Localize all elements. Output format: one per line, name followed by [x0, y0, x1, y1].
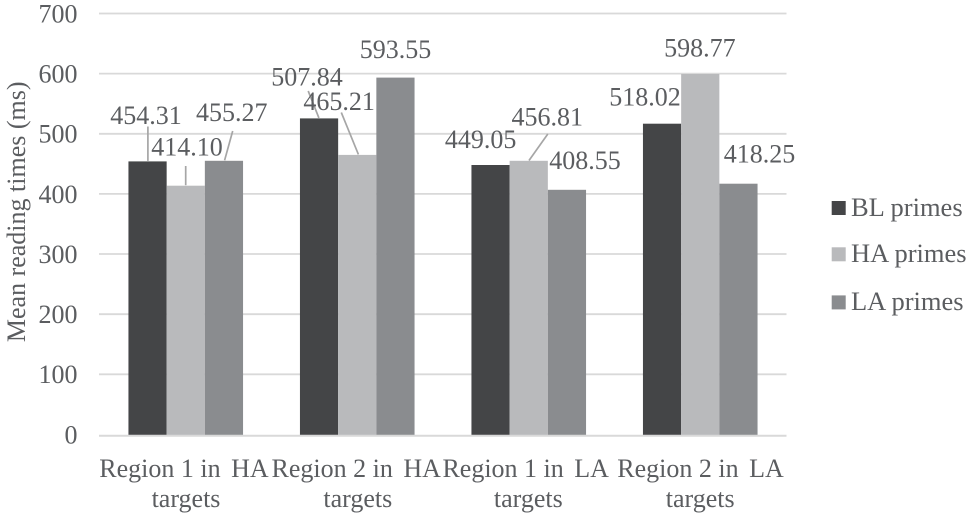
- svg-text:targets: targets: [152, 484, 221, 513]
- svg-text:targets: targets: [666, 484, 735, 513]
- svg-text:465.21: 465.21: [303, 87, 375, 116]
- svg-text:454.31: 454.31: [110, 101, 182, 130]
- svg-text:Region 2 in HA: Region 2 in HA: [271, 454, 441, 483]
- svg-text:HA primes: HA primes: [851, 238, 967, 268]
- svg-text:targets: targets: [494, 484, 563, 513]
- svg-text:455.27: 455.27: [196, 98, 268, 127]
- svg-text:456.81: 456.81: [511, 102, 583, 131]
- svg-text:0: 0: [65, 420, 78, 449]
- svg-text:507.84: 507.84: [271, 63, 343, 92]
- svg-text:700: 700: [39, 0, 78, 28]
- svg-text:Mean reading times (ms): Mean reading times (ms): [2, 81, 31, 342]
- svg-text:Region 1 in HA: Region 1 in HA: [99, 454, 269, 483]
- svg-text:200: 200: [39, 300, 78, 329]
- svg-text:BL primes: BL primes: [851, 192, 963, 222]
- svg-text:100: 100: [39, 360, 78, 389]
- svg-text:418.25: 418.25: [724, 139, 796, 168]
- svg-text:Region 1 in LA: Region 1 in LA: [442, 454, 609, 483]
- svg-text:LA primes: LA primes: [851, 286, 964, 316]
- svg-text:400: 400: [39, 180, 78, 209]
- svg-text:598.77: 598.77: [664, 34, 736, 63]
- svg-text:593.55: 593.55: [360, 35, 432, 64]
- svg-text:targets: targets: [323, 484, 392, 513]
- svg-text:414.10: 414.10: [151, 133, 223, 162]
- svg-text:408.55: 408.55: [549, 146, 621, 175]
- svg-text:449.05: 449.05: [445, 125, 517, 154]
- svg-text:600: 600: [39, 60, 78, 89]
- svg-text:500: 500: [39, 120, 78, 149]
- svg-text:300: 300: [39, 240, 78, 269]
- svg-text:Region 2 in LA: Region 2 in LA: [617, 454, 784, 483]
- svg-text:518.02: 518.02: [609, 83, 681, 112]
